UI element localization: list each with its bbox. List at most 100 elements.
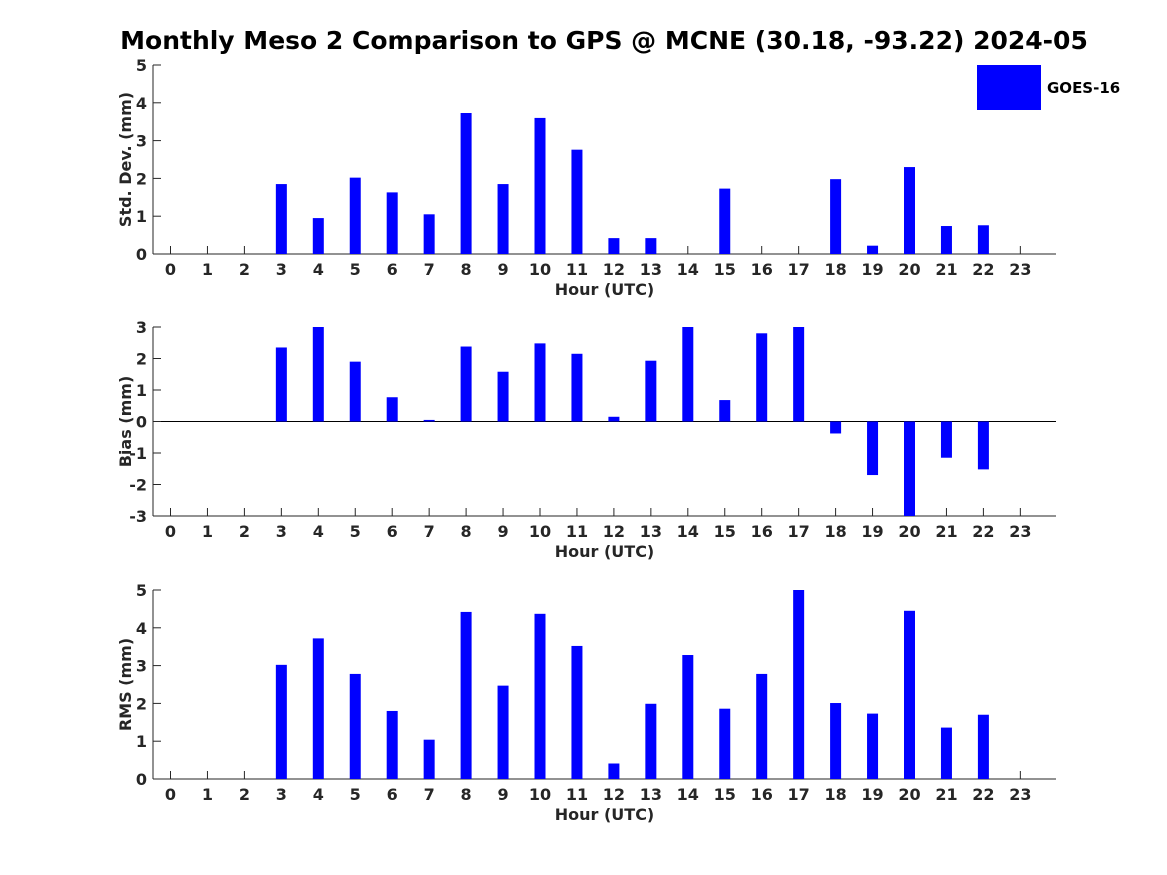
- std-dev-y-tick-label: 5: [136, 56, 147, 75]
- bias-bar-hour-17: [793, 327, 805, 422]
- rms-x-tick-label: 0: [165, 785, 176, 804]
- std-dev-x-axis-label: Hour (UTC): [555, 280, 655, 299]
- std-dev-bar-hour-6: [386, 192, 398, 254]
- rms-bar-hour-17: [793, 590, 805, 779]
- legend-label: GOES-16: [1047, 79, 1120, 97]
- bias-x-tick-label: 21: [935, 522, 957, 541]
- bias-x-tick-label: 19: [861, 522, 883, 541]
- std-dev-bar-hour-11: [571, 149, 583, 254]
- std-dev-x-tick-label: 17: [788, 260, 810, 279]
- std-dev-x-tick-label: 20: [898, 260, 920, 279]
- std-dev-bar-hour-15: [719, 188, 731, 254]
- bias-bar-hour-4: [312, 327, 324, 422]
- std-dev-bar-hour-12: [608, 238, 620, 254]
- bias-bar-hour-13: [645, 360, 657, 422]
- chart-title: Monthly Meso 2 Comparison to GPS @ MCNE …: [120, 26, 1088, 55]
- bias-x-tick-label: 0: [165, 522, 176, 541]
- rms-bar-hour-16: [756, 673, 768, 779]
- rms-bar-hour-18: [830, 703, 842, 779]
- rms-y-tick-label: 1: [136, 732, 147, 751]
- std-dev-bar-hour-18: [830, 179, 842, 254]
- std-dev-x-tick-label: 0: [165, 260, 176, 279]
- rms-bar-hour-7: [423, 739, 435, 779]
- bias-y-tick-label: -3: [129, 507, 147, 526]
- bias-bar-hour-14: [682, 327, 694, 422]
- bias-x-tick-label: 3: [276, 522, 287, 541]
- std-dev-bar-hour-4: [312, 218, 324, 254]
- std-dev-bar-hour-5: [349, 177, 361, 254]
- std-dev-bar-hour-22: [977, 225, 989, 254]
- bias-x-tick-label: 18: [824, 522, 846, 541]
- rms-bar-hour-4: [312, 638, 324, 779]
- std-dev-x-tick-label: 8: [461, 260, 472, 279]
- bias-bar-hour-6: [386, 397, 398, 422]
- std-dev-x-tick-label: 5: [350, 260, 361, 279]
- rms-bar-hour-22: [977, 714, 989, 779]
- rms-x-axis-label: Hour (UTC): [555, 805, 655, 824]
- rms-x-tick-label: 9: [497, 785, 508, 804]
- std-dev-bar-hour-13: [645, 238, 657, 254]
- std-dev-x-tick-label: 18: [824, 260, 846, 279]
- std-dev-bar-hour-21: [940, 226, 952, 254]
- rms-bar-hour-15: [719, 708, 731, 779]
- rms-y-tick-label: 3: [136, 657, 147, 676]
- rms-bar-hour-10: [534, 613, 546, 779]
- bias-x-tick-label: 6: [387, 522, 398, 541]
- std-dev-x-tick-label: 6: [387, 260, 398, 279]
- std-dev-y-tick-label: 0: [136, 245, 147, 264]
- std-dev-x-tick-label: 9: [497, 260, 508, 279]
- rms-x-tick-label: 17: [788, 785, 810, 804]
- bias-bar-hour-9: [497, 371, 509, 422]
- bias-x-tick-label: 9: [497, 522, 508, 541]
- bias-bar-hour-21: [940, 421, 952, 458]
- std-dev-x-tick-label: 22: [972, 260, 994, 279]
- bias-bar-hour-20: [904, 421, 915, 516]
- rms-y-tick-label: 4: [136, 619, 147, 638]
- bias-x-tick-label: 17: [788, 522, 810, 541]
- rms-x-tick-label: 19: [861, 785, 883, 804]
- bias-x-tick-label: 23: [1009, 522, 1031, 541]
- rms-y-tick-label: 2: [136, 694, 147, 713]
- bias-x-tick-label: 12: [603, 522, 625, 541]
- std-dev-bar-hour-8: [460, 113, 472, 254]
- rms-x-tick-label: 22: [972, 785, 994, 804]
- bias-y-tick-label: 2: [136, 350, 147, 369]
- bias-bar-hour-19: [867, 421, 879, 476]
- bias-y-tick-label: 0: [136, 413, 147, 432]
- rms-x-tick-label: 7: [424, 785, 435, 804]
- std-dev-x-tick-label: 4: [313, 260, 324, 279]
- rms-x-tick-label: 23: [1009, 785, 1031, 804]
- rms-x-tick-label: 8: [461, 785, 472, 804]
- rms-x-tick-label: 18: [824, 785, 846, 804]
- bias-x-tick-label: 14: [677, 522, 699, 541]
- rms-bar-hour-11: [571, 645, 583, 779]
- bias-y-tick-label: 1: [136, 381, 147, 400]
- rms-x-tick-label: 14: [677, 785, 699, 804]
- rms-y-tick-label: 5: [136, 581, 147, 600]
- bias-x-tick-label: 8: [461, 522, 472, 541]
- std-dev-bar-hour-19: [867, 245, 879, 254]
- bias-x-tick-label: 16: [751, 522, 773, 541]
- rms-bar-hour-8: [460, 611, 472, 779]
- rms-y-axis-label: RMS (mm): [116, 638, 135, 731]
- bias-y-tick-label: -2: [129, 476, 147, 495]
- rms-x-tick-label: 13: [640, 785, 662, 804]
- std-dev-x-tick-label: 11: [566, 260, 588, 279]
- legend: GOES-16: [977, 65, 1120, 110]
- std-dev-x-tick-label: 7: [424, 260, 435, 279]
- std-dev-x-tick-label: 23: [1009, 260, 1031, 279]
- bias-x-tick-label: 5: [350, 522, 361, 541]
- std-dev-x-tick-label: 10: [529, 260, 551, 279]
- bias-x-tick-label: 20: [898, 522, 920, 541]
- rms-x-tick-label: 2: [239, 785, 250, 804]
- bias-x-tick-label: 1: [202, 522, 213, 541]
- bias-y-tick-label: -1: [129, 444, 147, 463]
- std-dev-x-tick-label: 21: [935, 260, 957, 279]
- bias-x-tick-label: 10: [529, 522, 551, 541]
- bias-y-axis-label: Bias (mm): [116, 376, 135, 468]
- rms-y-tick-label: 0: [136, 770, 147, 789]
- rms-bar-hour-5: [349, 673, 361, 779]
- rms-bar-hour-9: [497, 685, 509, 779]
